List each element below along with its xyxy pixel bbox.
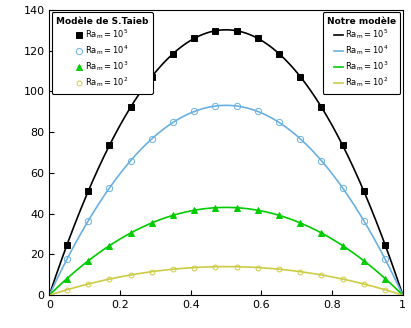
Legend: Ra$_{\rm m}$$=10^5$, Ra$_{\rm m}$$=10^4$, Ra$_{\rm m}$$=10^3$, Ra$_{\rm m}$$=10^: Ra$_{\rm m}$$=10^5$, Ra$_{\rm m}$$=10^4$… bbox=[323, 12, 400, 93]
